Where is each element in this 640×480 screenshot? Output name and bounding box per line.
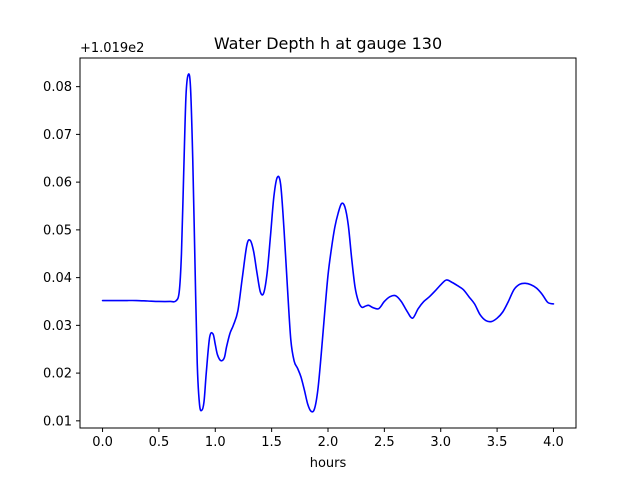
x-tick-label: 2.0: [318, 435, 339, 450]
x-tick-label: 0.0: [92, 435, 113, 450]
x-tick-label: 3.5: [487, 435, 508, 450]
plot-area: [80, 58, 576, 428]
y-tick-label: 0.03: [43, 319, 72, 334]
x-tick-label: 4.0: [543, 435, 564, 450]
x-tick-label: 1.0: [205, 435, 226, 450]
y-tick-label: 0.07: [43, 128, 72, 143]
x-tick-label: 3.0: [430, 435, 451, 450]
y-axis-offset-label: +1.019e2: [80, 41, 144, 56]
y-tick-label: 0.02: [43, 367, 72, 382]
chart-title: Water Depth h at gauge 130: [214, 34, 442, 53]
x-tick-label: 1.5: [261, 435, 282, 450]
data-layer: [101, 73, 555, 413]
y-tick-label: 0.04: [43, 271, 72, 286]
x-tick-label: 2.5: [374, 435, 395, 450]
x-axis-ticks: 0.0 0.5 1.0 1.5 2.0 2.5 3.0 3.5 4.0: [92, 428, 564, 450]
x-axis-label: hours: [310, 456, 347, 471]
x-tick-label: 0.5: [149, 435, 170, 450]
series-line: [101, 73, 555, 413]
y-tick-label: 0.05: [43, 223, 72, 238]
y-axis-ticks: 0.01 0.02 0.03 0.04 0.05 0.06 0.07 0.08: [43, 80, 80, 429]
y-tick-label: 0.01: [43, 414, 72, 429]
y-tick-label: 0.06: [43, 176, 72, 191]
y-tick-label: 0.08: [43, 80, 72, 95]
